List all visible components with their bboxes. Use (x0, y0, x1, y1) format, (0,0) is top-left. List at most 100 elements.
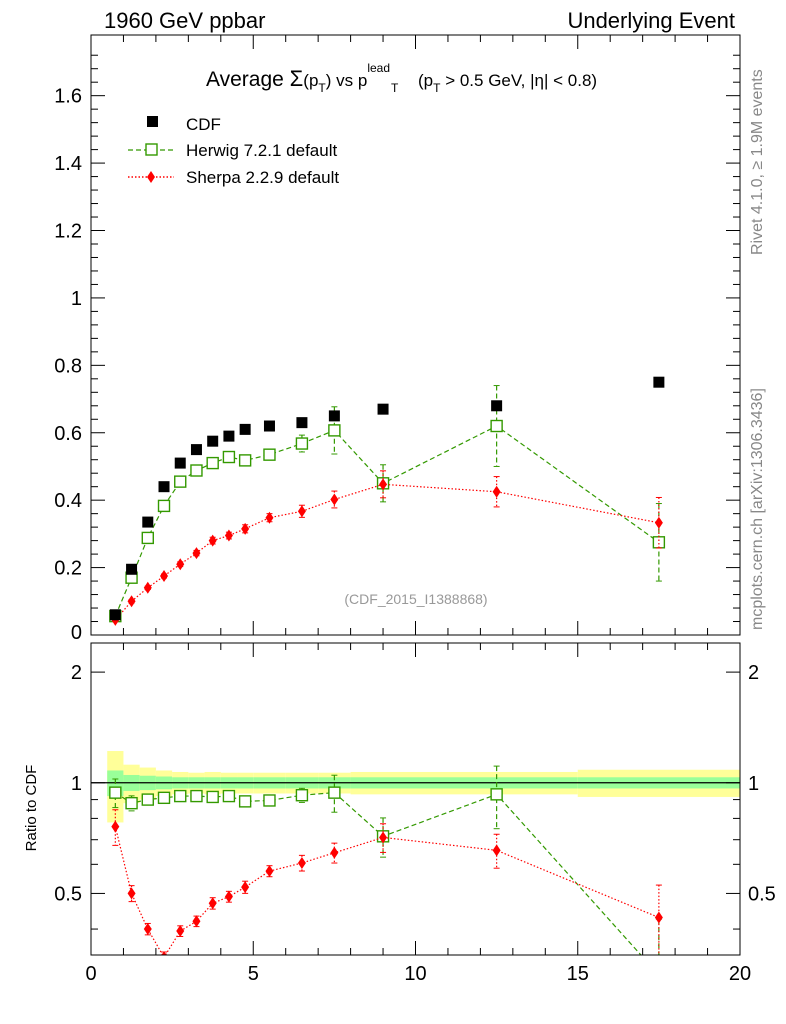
sherpa-point (492, 485, 501, 498)
axis-ticks (90, 35, 741, 955)
cdf-point (491, 400, 503, 412)
main-ytick-label: 1.2 (54, 221, 82, 243)
ratio-ytick-label-left: 2 (71, 662, 82, 684)
title-pt-sub: T (318, 81, 326, 95)
herwig-point (174, 789, 187, 803)
plot-title: Average Σ(pT) vs plead (206, 61, 390, 95)
side-label-rivet: Rivet 4.1.0, ≥ 1.9M events (749, 69, 766, 255)
herwig-point (295, 789, 309, 802)
analysis-watermark: (CDF_2015_I1388868) (344, 591, 487, 607)
xtick-label: 20 (729, 963, 751, 985)
sherpa-point (192, 547, 201, 560)
cdf-point (223, 430, 235, 442)
cdf-point (263, 420, 275, 432)
ratio-ytick-label-left: 0.5 (54, 883, 82, 905)
sherpa-point (330, 493, 339, 506)
sherpa-point (208, 534, 217, 547)
xtick-label: 15 (567, 963, 589, 985)
sherpa-point (176, 925, 185, 938)
main-ytick-label: 0.2 (54, 558, 82, 580)
sherpa-point (111, 820, 120, 833)
main-ytick-label: 1.4 (54, 153, 82, 175)
ratio-data-layer (109, 765, 664, 980)
sherpa-point (176, 558, 185, 571)
cdf-point (377, 403, 389, 415)
herwig-point (141, 531, 154, 545)
title-vs: vs p (331, 71, 367, 90)
main-ytick-label: 0.8 (54, 355, 82, 377)
herwig-point (652, 536, 666, 549)
herwig-point (109, 786, 122, 799)
cdf-point (296, 417, 308, 429)
sherpa-point (160, 570, 169, 583)
sherpa-point (265, 511, 274, 524)
cdf-point (142, 516, 154, 528)
title-sigma: Σ (290, 66, 304, 91)
herwig-point (222, 450, 236, 464)
cdf-point (190, 444, 202, 456)
sherpa-point (143, 923, 152, 936)
title-prefix: Average (206, 68, 290, 91)
herwig-point (653, 969, 664, 980)
sherpa-point (379, 478, 388, 491)
title-pt-open: (p (303, 71, 318, 90)
herwig-point (295, 437, 309, 450)
herwig-point (174, 475, 187, 488)
xtick-label: 0 (85, 963, 96, 985)
cdf-point (109, 609, 121, 621)
herwig-point (238, 795, 252, 808)
cdf-point (126, 563, 138, 575)
axis-tick-labels: 0.2 0.4 0.6 0.8 1 1.2 1.4 1.6 0 0 5 10 15 20 0.5 0.5 1 1 2… (54, 86, 776, 985)
herwig-point (190, 464, 203, 477)
sherpa-point (297, 856, 306, 869)
legend-label-cdf: CDF (186, 115, 221, 134)
sherpa-point (143, 581, 152, 594)
legend-label-sherpa: Sherpa 2.2.9 default (186, 168, 339, 187)
sherpa-point (654, 516, 663, 529)
sherpa-point (127, 887, 136, 900)
title-lead-sub: T (391, 81, 399, 95)
herwig-point (141, 793, 154, 806)
sherpa-point (192, 915, 201, 928)
sherpa-point (330, 846, 339, 859)
main-plot-frame (90, 34, 741, 636)
sherpa-point (127, 595, 136, 608)
sherpa-point (161, 951, 167, 955)
herwig-point (263, 448, 276, 461)
main-ytick-label: 1 (71, 288, 82, 310)
herwig-point (157, 791, 171, 805)
sherpa-point (654, 911, 663, 924)
sherpa-point (208, 897, 217, 910)
ratio-ytick-label-right: 0.5 (748, 883, 776, 905)
cdf-point (174, 457, 186, 469)
side-label-mcplots: mcplots.cern.ch [arXiv:1306.3436] (749, 388, 766, 630)
main-ytick-label: 0.6 (54, 423, 82, 445)
cdf-point (158, 481, 170, 493)
cdf-point (653, 376, 665, 388)
ratio-plot-frame (90, 642, 741, 956)
sherpa-point (241, 881, 250, 894)
ratio-uncertainty-bands (91, 751, 740, 823)
main-data-layer (109, 376, 666, 626)
main-ytick-label: 1.6 (54, 86, 82, 108)
cdf-point (239, 423, 251, 435)
legend-marker-herwig (145, 143, 158, 156)
sherpa-line-ratio (114, 826, 660, 955)
herwig-point (238, 454, 252, 467)
header-left: 1960 GeV ppbar (104, 8, 265, 33)
herwig-point (328, 424, 341, 437)
legend-marker-cdf (147, 116, 158, 127)
herwig-point (206, 456, 219, 470)
xtick-label: 10 (404, 963, 426, 985)
herwig-point (206, 790, 219, 804)
cdf-point (207, 435, 219, 447)
sherpa-point (297, 505, 306, 518)
legend: CDF Herwig 7.2.1 default Sherpa 2.2.9 de… (128, 115, 339, 187)
sherpa-point (224, 890, 233, 903)
main-ytick-label: 0.4 (54, 490, 82, 512)
ratio-ytick-label-left: 1 (71, 773, 82, 795)
herwig-point (190, 789, 203, 803)
title-lead-sup: lead (367, 61, 390, 75)
herwig-point (490, 419, 503, 433)
